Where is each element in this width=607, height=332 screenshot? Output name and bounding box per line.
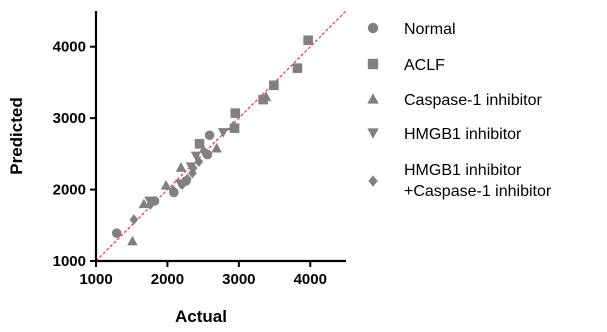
legend-marker-diamond bbox=[368, 175, 378, 187]
data-point-circle bbox=[111, 228, 122, 238]
legend-label: Normal bbox=[404, 21, 456, 38]
data-point-diamond bbox=[199, 145, 209, 157]
x-tick-label: 3000 bbox=[222, 271, 255, 288]
legend-item: HMGB1 inhibitor bbox=[367, 126, 522, 143]
y-tick-label: 1000 bbox=[53, 253, 86, 270]
legend-label-line: +Caspase-1 inhibitor bbox=[404, 183, 552, 200]
data-point-triangle-up bbox=[160, 180, 172, 190]
y-tick-label: 2000 bbox=[53, 182, 86, 199]
x-tick-label: 1000 bbox=[79, 271, 112, 288]
legend-marker-triangle-up bbox=[367, 93, 379, 104]
identity-reference-line bbox=[95, 10, 347, 262]
y-tick-label: 3000 bbox=[53, 110, 86, 127]
legend-marker-circle bbox=[367, 22, 379, 34]
data-point-diamond bbox=[188, 162, 198, 174]
legend: Normal ACLF Caspase-1 inhibitor HMGB1 inhib… bbox=[367, 21, 552, 200]
data-point-square bbox=[194, 139, 205, 149]
y-tick-label: 4000 bbox=[53, 39, 86, 56]
data-point-triangle-down bbox=[217, 128, 229, 138]
legend-item: Normal bbox=[367, 21, 456, 38]
data-point-triangle-up bbox=[127, 235, 138, 246]
legend-marker-triangle-down bbox=[367, 128, 379, 139]
data-point-triangle-up bbox=[138, 198, 150, 209]
legend-label-line: Caspase-1 inhibitor bbox=[404, 92, 543, 109]
data-point-diamond bbox=[145, 199, 155, 210]
data-point-square bbox=[303, 35, 313, 46]
legend-label: Caspase-1 inhibitor bbox=[404, 92, 543, 109]
reference-line-layer bbox=[95, 10, 347, 262]
data-points bbox=[111, 35, 313, 246]
legend-item: Caspase-1 inhibitor bbox=[367, 92, 543, 109]
legend-label-line: Normal bbox=[404, 21, 456, 38]
data-point-square bbox=[230, 108, 241, 118]
data-point-diamond bbox=[194, 156, 204, 167]
series-diamond bbox=[129, 145, 209, 225]
legend-label: HMGB1 inhibitor +Caspase-1 inhibitor bbox=[404, 162, 552, 200]
legend-label-line: HMGB1 inhibitor bbox=[404, 126, 522, 143]
x-axis-title: Actual bbox=[175, 307, 227, 326]
axes: 1000 2000 3000 4000 1000 2000 3000 4000 bbox=[53, 11, 346, 288]
series-triangle-down bbox=[144, 128, 229, 207]
series-triangle-up bbox=[127, 91, 272, 246]
data-point-square bbox=[269, 80, 279, 91]
data-point-diamond bbox=[183, 173, 192, 185]
legend-item: HMGB1 inhibitor +Caspase-1 inhibitor bbox=[368, 162, 552, 200]
x-tick-label: 4000 bbox=[294, 271, 327, 288]
data-point-circle bbox=[204, 130, 215, 141]
data-point-triangle-up bbox=[211, 142, 222, 153]
legend-label-line: HMGB1 inhibitor bbox=[404, 162, 522, 179]
x-tick-label: 2000 bbox=[151, 271, 184, 288]
legend-label: ACLF bbox=[404, 57, 445, 74]
data-point-triangle-up bbox=[260, 91, 272, 102]
data-point-square bbox=[292, 63, 303, 73]
legend-marker-square bbox=[367, 58, 379, 70]
data-point-triangle-down bbox=[190, 151, 202, 162]
legend-item: ACLF bbox=[367, 57, 445, 74]
data-point-diamond bbox=[178, 179, 187, 190]
data-point-diamond bbox=[129, 214, 139, 225]
legend-label: HMGB1 inhibitor bbox=[404, 126, 522, 143]
data-point-diamond bbox=[168, 185, 178, 196]
data-point-triangle-up bbox=[227, 120, 239, 131]
data-point-triangle-up bbox=[175, 162, 187, 172]
legend-label-line: ACLF bbox=[404, 57, 445, 74]
y-axis-title: Predicted bbox=[7, 97, 26, 174]
